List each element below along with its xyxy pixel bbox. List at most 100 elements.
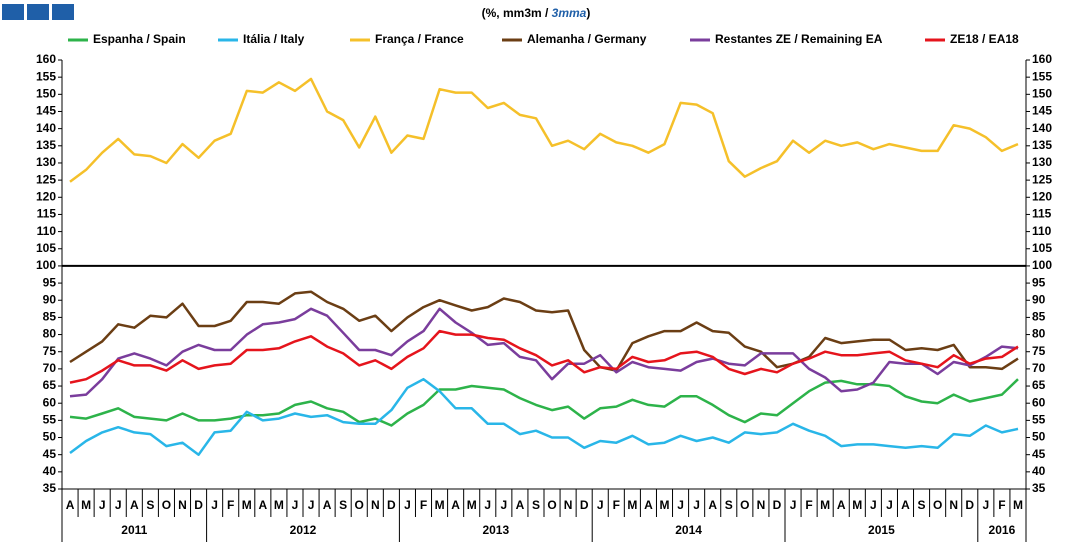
x-tick-label: F xyxy=(998,498,1005,512)
x-tick-label: D xyxy=(387,498,396,512)
y-tick-label: 60 xyxy=(43,395,57,409)
x-tick-label: O xyxy=(740,498,749,512)
y-tick-label: 125 xyxy=(36,172,56,186)
x-tick-label: M xyxy=(467,498,477,512)
x-tick-label: D xyxy=(194,498,203,512)
series-line xyxy=(69,290,1019,372)
y-tick-label: 160 xyxy=(36,52,56,66)
y2-tick-label: 90 xyxy=(1032,292,1046,306)
series-line xyxy=(69,329,1019,384)
legend-label: França / France xyxy=(375,32,464,46)
y-tick-label: 80 xyxy=(43,327,57,341)
x-tick-label: S xyxy=(146,498,154,512)
x-tick-label: A xyxy=(708,498,717,512)
y2-tick-label: 100 xyxy=(1032,258,1052,272)
y2-tick-label: 80 xyxy=(1032,327,1046,341)
x-tick-label: J xyxy=(99,498,106,512)
y-tick-label: 150 xyxy=(36,86,56,100)
y-tick-label: 75 xyxy=(43,344,57,358)
legend-label: ZE18 / EA18 xyxy=(950,32,1019,46)
y-tick-label: 120 xyxy=(36,189,56,203)
x-tick-label: F xyxy=(420,498,427,512)
x-tick-label: M xyxy=(274,498,284,512)
y2-tick-label: 40 xyxy=(1032,464,1046,478)
x-tick-label: J xyxy=(677,498,684,512)
x-tick-label: J xyxy=(790,498,797,512)
x-tick-label: A xyxy=(130,498,139,512)
x-tick-label: J xyxy=(292,498,299,512)
x-tick-label: M xyxy=(1013,498,1023,512)
y2-tick-label: 115 xyxy=(1032,207,1052,221)
x-tick-label: S xyxy=(532,498,540,512)
x-tick-label: D xyxy=(773,498,782,512)
year-label: 2014 xyxy=(675,523,702,537)
x-tick-label: N xyxy=(178,498,187,512)
x-tick-label: A xyxy=(451,498,460,512)
x-tick-label: J xyxy=(597,498,604,512)
y-tick-label: 115 xyxy=(37,207,57,221)
x-tick-label: S xyxy=(918,498,926,512)
logo-block xyxy=(2,4,24,20)
series-line xyxy=(69,377,1019,456)
logo-block xyxy=(27,4,49,20)
y2-tick-label: 45 xyxy=(1032,447,1046,461)
year-label: 2013 xyxy=(482,523,509,537)
y-tick-label: 50 xyxy=(43,430,57,444)
x-tick-label: O xyxy=(162,498,171,512)
x-tick-label: J xyxy=(870,498,877,512)
x-tick-label: A xyxy=(258,498,267,512)
y-tick-label: 130 xyxy=(36,155,56,169)
x-tick-label: J xyxy=(500,498,507,512)
x-tick-label: J xyxy=(404,498,411,512)
y2-tick-label: 35 xyxy=(1032,481,1046,495)
y-tick-label: 155 xyxy=(36,69,56,83)
y-tick-label: 100 xyxy=(36,258,56,272)
y-tick-label: 85 xyxy=(43,310,57,324)
x-tick-label: N xyxy=(757,498,766,512)
x-tick-label: J xyxy=(484,498,491,512)
x-tick-label: D xyxy=(580,498,589,512)
y2-tick-label: 120 xyxy=(1032,189,1052,203)
x-tick-label: J xyxy=(115,498,122,512)
title-emphasis: 3mma xyxy=(552,6,587,20)
x-tick-label: S xyxy=(339,498,347,512)
y2-tick-label: 140 xyxy=(1032,121,1052,135)
year-label: 2015 xyxy=(868,523,895,537)
year-label: 2016 xyxy=(989,523,1016,537)
x-tick-label: N xyxy=(564,498,573,512)
title-part: ) xyxy=(586,6,590,20)
x-tick-label: J xyxy=(211,498,218,512)
y-tick-label: 70 xyxy=(43,361,57,375)
x-tick-label: J xyxy=(693,498,700,512)
series-line xyxy=(69,77,1019,183)
year-label: 2012 xyxy=(290,523,317,537)
x-tick-label: O xyxy=(933,498,942,512)
x-tick-label: M xyxy=(627,498,637,512)
y2-tick-label: 160 xyxy=(1032,52,1052,66)
y2-tick-label: 110 xyxy=(1032,224,1052,238)
y2-tick-label: 60 xyxy=(1032,395,1046,409)
x-tick-label: F xyxy=(613,498,620,512)
y2-tick-label: 155 xyxy=(1032,69,1052,83)
legend-label: Espanha / Spain xyxy=(93,32,186,46)
y-tick-label: 95 xyxy=(43,275,57,289)
x-tick-label: A xyxy=(516,498,525,512)
x-tick-label: N xyxy=(949,498,958,512)
year-label: 2011 xyxy=(121,523,147,537)
title-part: (%, mm3m / xyxy=(482,6,552,20)
legend-label: Alemanha / Germany xyxy=(527,32,647,46)
y2-tick-label: 105 xyxy=(1032,241,1052,255)
y2-tick-label: 50 xyxy=(1032,430,1046,444)
x-tick-label: J xyxy=(982,498,989,512)
x-tick-label: M xyxy=(852,498,862,512)
y-tick-label: 65 xyxy=(43,378,57,392)
y2-tick-label: 55 xyxy=(1032,413,1046,427)
series-line xyxy=(69,378,1019,427)
x-tick-label: J xyxy=(886,498,893,512)
chart-title: (%, mm3m / 3mma) xyxy=(482,6,591,20)
y2-tick-label: 125 xyxy=(1032,172,1052,186)
y-tick-label: 140 xyxy=(36,121,56,135)
y-tick-label: 55 xyxy=(43,413,57,427)
logo-block xyxy=(52,4,74,20)
x-tick-label: A xyxy=(66,498,75,512)
